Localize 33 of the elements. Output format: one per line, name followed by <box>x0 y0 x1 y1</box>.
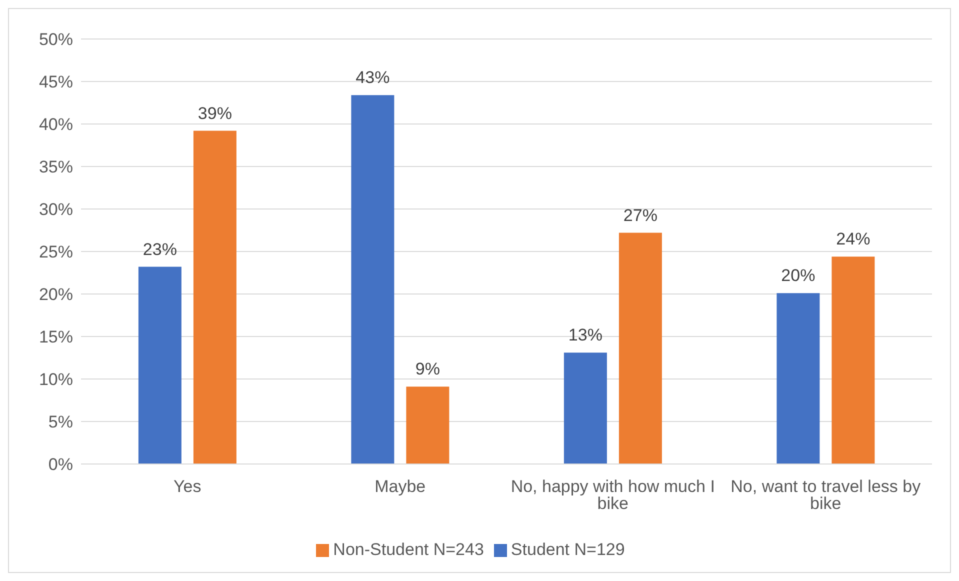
x-tick-label: Yes <box>174 477 202 496</box>
y-tick-label: 25% <box>38 242 73 262</box>
bar <box>618 232 662 464</box>
data-label: 43% <box>356 68 390 88</box>
legend-label: Non-Student N=243 <box>333 540 484 559</box>
data-label: 9% <box>415 360 440 379</box>
y-tick-label: 40% <box>38 115 73 134</box>
x-tick-label: Maybe <box>374 477 426 496</box>
y-tick-label: 50% <box>38 30 73 50</box>
bar <box>351 95 394 464</box>
y-tick-label: 5% <box>48 412 73 432</box>
bar <box>193 130 236 464</box>
bar <box>138 266 182 464</box>
y-tick-label: 15% <box>38 328 73 347</box>
data-label: 24% <box>836 230 870 249</box>
data-label: 23% <box>142 240 177 259</box>
y-tick-label: 45% <box>38 72 73 92</box>
bar <box>832 256 875 464</box>
x-tick-label: No, want to travel less by bike <box>730 477 922 514</box>
bar <box>564 352 607 464</box>
bar <box>776 293 820 464</box>
data-label: 13% <box>568 326 602 345</box>
legend-label: Student N=129 <box>510 540 625 559</box>
y-tick-label: 20% <box>38 285 73 304</box>
y-tick-label: 10% <box>38 370 73 390</box>
y-tick-label: 35% <box>38 158 73 177</box>
data-label: 27% <box>623 206 658 225</box>
x-tick-label: No, happy with how much I bike <box>510 477 715 514</box>
bar <box>406 386 450 464</box>
data-label: 20% <box>781 266 816 286</box>
y-tick-label: 30% <box>38 200 73 220</box>
y-tick-label: 0% <box>48 455 73 474</box>
data-label: 39% <box>198 104 232 123</box>
